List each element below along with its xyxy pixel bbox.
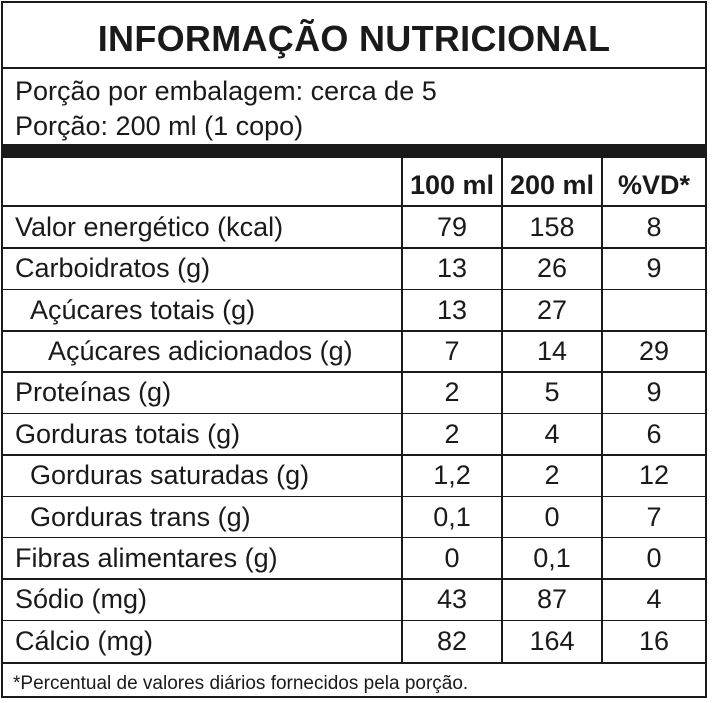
daily-value-percent — [603, 290, 705, 331]
row-divider — [3, 288, 705, 291]
nutrient-name: Gorduras trans (g) — [30, 501, 251, 532]
table-row: Carboidratos (g) 13 26 9 — [3, 248, 705, 289]
serving-size: Porção: 200 ml (1 copo) — [15, 111, 304, 141]
daily-value-percent: 8 — [646, 212, 662, 242]
value-per-100ml: 13 — [436, 253, 468, 284]
value-per-100ml: 1,2 — [433, 460, 471, 491]
row-divider — [3, 247, 705, 249]
daily-value-percent: 7 — [646, 501, 662, 532]
table-row: Fibras alimentares (g) 0 0,1 0 — [3, 538, 705, 579]
nutrient-name: Sódio (mg) — [15, 584, 148, 615]
column-divider — [401, 158, 403, 663]
table-row: Gorduras saturadas (g) 1,2 2 12 — [3, 455, 705, 496]
table-row: Gorduras trans (g) 0,1 0 7 — [3, 497, 705, 538]
nutrient-name: Açúcares totais (g) — [30, 294, 256, 325]
row-divider — [3, 495, 705, 498]
value-per-200ml: 164 — [529, 625, 575, 656]
value-per-100ml: 0,1 — [433, 501, 471, 532]
daily-value-percent: 0 — [646, 542, 662, 573]
table-row: Valor energético (kcal) 79 158 8 — [3, 207, 705, 248]
value-per-200ml: 0,1 — [533, 542, 571, 573]
row-divider — [3, 619, 705, 622]
daily-value-percent: 12 — [638, 460, 670, 491]
value-per-200ml: 5 — [544, 377, 560, 408]
value-per-100ml: 43 — [436, 584, 468, 615]
row-divider — [3, 536, 705, 539]
thick-separator-bar — [3, 144, 705, 158]
nutrient-name: Gorduras totais (g) — [15, 418, 241, 449]
value-per-200ml: 4 — [544, 418, 560, 449]
value-per-100ml: 7 — [444, 336, 460, 367]
table-row: Cálcio (mg) 82 164 16 — [3, 621, 705, 662]
value-per-200ml: 87 — [536, 584, 568, 615]
nutrient-name: Fibras alimentares (g) — [15, 542, 278, 573]
table-row: Proteínas (g) 2 5 9 — [3, 372, 705, 413]
nutrient-name: Cálcio (mg) — [15, 625, 154, 656]
nutrient-name: Carboidratos (g) — [15, 253, 211, 284]
column-header-100ml: 100 ml — [409, 170, 495, 200]
value-per-100ml: 2 — [444, 377, 460, 408]
table-row: Gorduras totais (g) 2 4 6 — [3, 414, 705, 455]
value-per-200ml: 14 — [536, 336, 568, 367]
daily-value-percent: 4 — [646, 584, 662, 615]
daily-value-percent: 9 — [646, 253, 662, 284]
row-divider — [3, 578, 705, 580]
row-divider — [3, 371, 705, 373]
value-per-200ml: 158 — [529, 212, 575, 242]
value-per-100ml: 0 — [444, 542, 460, 573]
value-per-100ml: 82 — [436, 625, 468, 656]
servings-per-package: Porção por embalagem: cerca de 5 — [15, 76, 437, 106]
value-per-100ml: 79 — [436, 212, 468, 242]
table-row: Açúcares totais (g) 13 27 — [3, 290, 705, 331]
footer-divider — [3, 662, 705, 664]
row-divider — [3, 454, 705, 456]
value-per-200ml: 0 — [544, 501, 560, 532]
table-row: Sódio (mg) 43 87 4 — [3, 579, 705, 620]
nutrient-name: Açúcares adicionados (g) — [48, 336, 353, 367]
column-divider — [601, 158, 603, 663]
daily-value-percent: 6 — [646, 418, 662, 449]
daily-value-percent: 29 — [638, 336, 670, 367]
row-divider — [3, 412, 705, 415]
value-per-200ml: 2 — [544, 460, 560, 491]
column-header-200ml: 200 ml — [509, 170, 595, 200]
value-per-200ml: 27 — [536, 294, 568, 325]
daily-value-percent: 16 — [638, 625, 670, 656]
nutrient-name: Valor energético (kcal) — [15, 212, 284, 242]
row-divider — [3, 330, 705, 332]
nutrient-name: Proteínas (g) — [15, 377, 172, 408]
footnote: *Percentual de valores diários fornecido… — [13, 673, 469, 694]
daily-value-percent: 9 — [646, 377, 662, 408]
label-title: INFORMAÇÃO NUTRICIONAL — [3, 3, 705, 69]
value-per-100ml: 2 — [444, 418, 460, 449]
table-row: Açúcares adicionados (g) 7 14 29 — [3, 331, 705, 372]
value-per-200ml: 26 — [536, 253, 568, 284]
header-divider — [3, 205, 705, 207]
column-header-daily-value: %VD* — [617, 170, 691, 200]
nutrient-name: Gorduras saturadas (g) — [30, 460, 310, 491]
value-per-100ml: 13 — [436, 294, 468, 325]
column-divider — [501, 158, 503, 663]
